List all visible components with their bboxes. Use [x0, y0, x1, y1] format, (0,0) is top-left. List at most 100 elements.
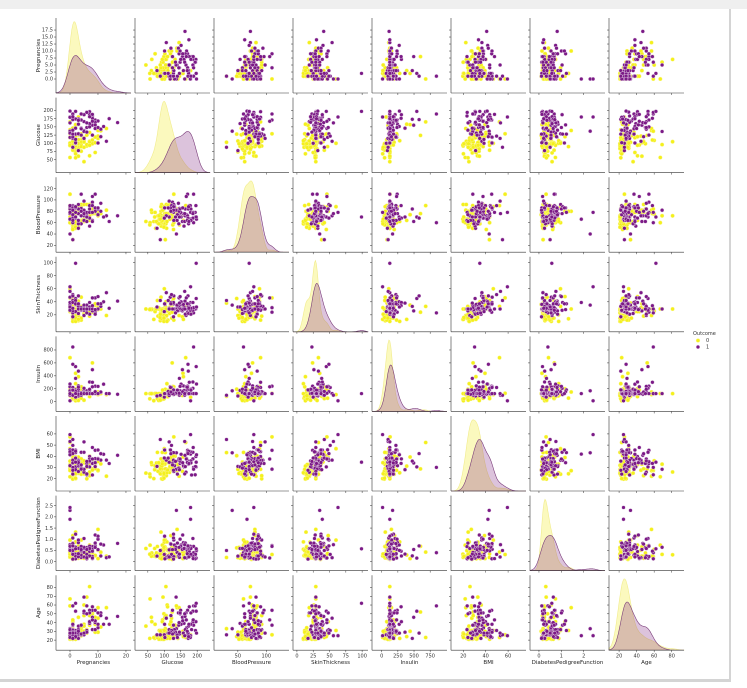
point-outcome-1	[474, 76, 479, 82]
point-outcome-1	[269, 51, 275, 56]
point-outcome-0	[305, 221, 310, 226]
point-outcome-0	[384, 114, 389, 120]
point-outcome-1	[154, 304, 160, 310]
point-outcome-1	[178, 57, 183, 62]
point-outcome-1	[540, 60, 545, 65]
point-outcome-1	[651, 210, 656, 215]
point-outcome-1	[410, 68, 415, 73]
point-outcome-0	[381, 312, 386, 317]
point-outcome-1	[632, 205, 637, 210]
point-outcome-1	[636, 205, 641, 210]
point-outcome-0	[153, 210, 158, 215]
point-outcome-1	[469, 314, 474, 319]
point-outcome-0	[477, 154, 482, 159]
point-outcome-1	[498, 211, 503, 216]
point-outcome-1	[263, 306, 268, 312]
subplot-Pregnancies-vs-BloodPressure	[212, 18, 289, 95]
point-outcome-0	[258, 318, 263, 323]
point-outcome-1	[624, 199, 629, 204]
point-outcome-0	[670, 57, 675, 62]
point-outcome-1	[579, 76, 584, 82]
point-outcome-1	[194, 304, 199, 310]
point-outcome-1	[76, 226, 81, 231]
point-outcome-1	[230, 129, 235, 134]
point-outcome-1	[394, 295, 399, 300]
point-outcome-1	[176, 65, 181, 70]
kde-outcome-1	[55, 55, 131, 94]
point-outcome-1	[410, 206, 415, 212]
subplot-SkinThickness-vs-DiabetesPedigreeFunction	[528, 256, 605, 334]
point-outcome-1	[328, 134, 333, 139]
point-outcome-1	[321, 29, 326, 34]
point-outcome-0	[153, 51, 158, 56]
subplot-Pregnancies-vs-Insulin	[370, 18, 447, 95]
point-outcome-1	[624, 62, 629, 68]
point-outcome-0	[171, 227, 176, 232]
point-outcome-1	[500, 74, 505, 79]
y-tick-label: 80	[47, 209, 53, 215]
point-outcome-1	[410, 117, 415, 122]
point-outcome-0	[181, 317, 186, 322]
point-outcome-1	[554, 209, 559, 214]
point-outcome-1	[505, 284, 510, 289]
point-outcome-1	[322, 145, 327, 150]
point-outcome-1	[188, 74, 193, 79]
point-outcome-0	[556, 319, 561, 324]
point-outcome-0	[569, 128, 574, 133]
point-outcome-1	[79, 209, 84, 214]
point-outcome-1	[479, 40, 484, 45]
point-outcome-1	[591, 284, 596, 289]
point-outcome-1	[411, 123, 416, 128]
point-outcome-1	[579, 300, 584, 305]
point-outcome-1	[331, 76, 336, 82]
point-outcome-1	[247, 71, 252, 76]
point-outcome-0	[466, 225, 471, 230]
point-outcome-1	[315, 148, 320, 153]
point-outcome-0	[304, 141, 309, 146]
point-outcome-0	[476, 46, 481, 51]
point-outcome-0	[658, 76, 663, 82]
point-outcome-1	[632, 74, 637, 79]
point-outcome-1	[644, 294, 649, 299]
point-outcome-1	[477, 261, 482, 266]
point-outcome-0	[387, 154, 392, 159]
point-outcome-1	[619, 128, 624, 133]
point-outcome-1	[492, 306, 497, 312]
point-outcome-0	[269, 76, 275, 82]
point-outcome-1	[560, 62, 565, 68]
point-outcome-1	[251, 54, 256, 59]
subplot-SkinThickness-vs-Insulin	[370, 256, 447, 334]
point-outcome-1	[188, 284, 193, 289]
point-outcome-1	[643, 219, 648, 224]
point-outcome-1	[544, 301, 549, 306]
point-outcome-1	[95, 301, 101, 306]
point-outcome-1	[269, 310, 275, 315]
point-outcome-1	[477, 71, 482, 76]
point-outcome-1	[641, 134, 646, 139]
window-top-bar	[0, 0, 747, 9]
point-outcome-1	[624, 136, 629, 141]
point-outcome-1	[639, 219, 644, 224]
point-outcome-1	[322, 237, 327, 242]
point-outcome-1	[115, 213, 120, 218]
point-outcome-1	[417, 74, 422, 79]
point-outcome-1	[90, 219, 95, 224]
point-outcome-1	[182, 306, 187, 312]
point-outcome-1	[560, 211, 565, 216]
point-outcome-1	[627, 113, 632, 119]
y-axis-label: BloodPressure	[36, 195, 42, 235]
point-outcome-1	[620, 301, 625, 306]
point-outcome-1	[267, 54, 272, 59]
point-outcome-1	[394, 194, 399, 199]
point-outcome-0	[543, 317, 548, 322]
point-outcome-1	[618, 132, 623, 137]
point-outcome-1	[240, 311, 245, 316]
point-outcome-0	[477, 146, 482, 151]
point-outcome-1	[380, 284, 385, 289]
point-outcome-1	[320, 112, 325, 117]
point-outcome-1	[562, 140, 567, 146]
point-outcome-0	[487, 220, 492, 225]
y-axis-label: SkinThickness	[36, 275, 42, 314]
x-axis-label: Glucose	[162, 660, 185, 666]
point-outcome-1	[539, 132, 544, 137]
